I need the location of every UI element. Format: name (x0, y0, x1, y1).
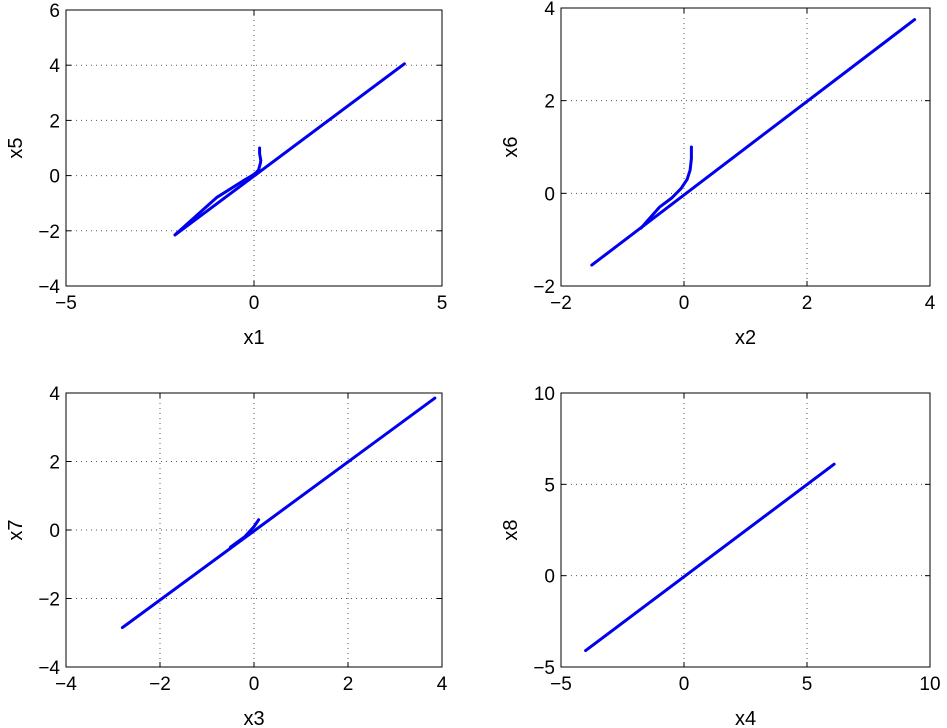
y-axis-label: x5 (5, 137, 27, 158)
x-tick-label: 2 (343, 674, 354, 695)
y-axis-label: x7 (5, 519, 27, 540)
x-tick-label: 10 (919, 674, 940, 695)
y-tick-label: 0 (49, 167, 60, 188)
y-tick-label: 0 (544, 184, 555, 205)
y-tick-label: −5 (533, 658, 555, 679)
y-tick-label: 6 (49, 1, 60, 22)
subplot-2: −2 0 2 4 −2 0 2 4 x2 x6 (500, 0, 936, 349)
x-tick-label: −4 (55, 674, 77, 695)
series-line-2 (590, 18, 917, 267)
series-line-2 (173, 62, 406, 237)
y-tick-label: −4 (38, 277, 60, 298)
subplot-1: −5 0 5 −4 −2 0 2 4 6 x1 x5 (5, 1, 447, 349)
y-tick-label: 5 (544, 475, 555, 496)
y-tick-label: −4 (38, 658, 60, 679)
axes-box (560, 392, 931, 668)
y-tick-label: −2 (38, 590, 60, 611)
x-axis-label: x4 (735, 708, 756, 728)
y-tick-label: 0 (49, 521, 60, 542)
x-tick-label: −5 (55, 293, 77, 314)
subplot-3: −4 −2 0 2 4 −4 −2 0 2 4 x3 x7 (5, 384, 448, 728)
x-tick-label: 2 (802, 293, 813, 314)
y-tick-label: 2 (49, 111, 60, 132)
x-tick-label: 0 (679, 293, 690, 314)
y-tick-label: −2 (38, 222, 60, 243)
y-tick-label: −2 (533, 277, 555, 298)
series-line-1 (639, 145, 693, 230)
x-tick-label: 0 (249, 674, 260, 695)
y-axis-label: x6 (500, 136, 522, 157)
x-tick-label: 0 (249, 293, 260, 314)
x-tick-label: 0 (679, 674, 690, 695)
y-tick-label: 2 (49, 453, 60, 474)
axes-box (560, 7, 931, 287)
y-tick-label: 4 (49, 384, 60, 405)
x-tick-label: −2 (149, 674, 171, 695)
x-axis-label: x3 (243, 708, 264, 728)
plot-area (66, 10, 442, 286)
series-line-1 (173, 146, 263, 237)
x-axis-label: x2 (735, 327, 756, 349)
x-tick-label: 4 (925, 293, 936, 314)
y-tick-label: 10 (534, 384, 555, 405)
x-tick-label: −2 (550, 293, 572, 314)
x-tick-label: 5 (437, 293, 448, 314)
y-tick-label: 4 (544, 0, 555, 20)
y-tick-label: 0 (544, 567, 555, 588)
subplot-4: −5 0 5 10 −5 0 5 10 x4 x8 (500, 384, 941, 728)
x-axis-label: x1 (243, 327, 264, 349)
x-tick-label: −5 (550, 674, 572, 695)
y-axis-label: x8 (500, 519, 522, 540)
y-tick-label: 4 (49, 56, 60, 77)
x-tick-label: 5 (802, 674, 813, 695)
x-tick-label: 4 (437, 674, 448, 695)
y-tick-label: 2 (544, 92, 555, 113)
series-line-1 (584, 462, 836, 653)
series-line-2 (120, 396, 437, 630)
